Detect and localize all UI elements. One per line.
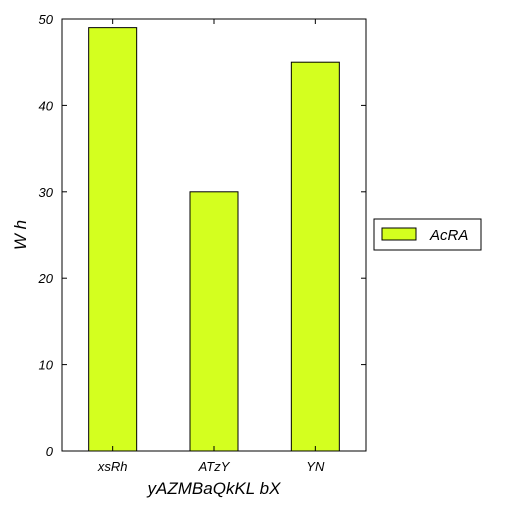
y-tick-label: 30 [39, 185, 54, 200]
x-tick-label: xsRh [97, 459, 128, 474]
x-axis-label: yAZMBaQkKL bX [147, 479, 282, 498]
y-axis-label: W h [11, 220, 30, 250]
y-tick-label: 20 [38, 271, 54, 286]
x-tick-label: ATzY [198, 459, 231, 474]
y-tick-label: 50 [39, 12, 54, 27]
y-tick-label: 40 [39, 98, 54, 113]
x-tick-label: YN [306, 459, 325, 474]
axes-group: 0 10 20 30 40 50 xsRh ATzY YN [38, 12, 367, 474]
y-tick-label: 0 [46, 444, 54, 459]
legend-swatch [381, 227, 417, 241]
legend: AcRA [373, 218, 482, 251]
y-tick-label: 10 [39, 358, 54, 373]
bar-YN [290, 61, 340, 452]
bar-ATzY [189, 191, 239, 452]
bar-xsRh [88, 27, 138, 452]
bars-group [88, 27, 340, 452]
legend-label: AcRA [429, 227, 468, 244]
